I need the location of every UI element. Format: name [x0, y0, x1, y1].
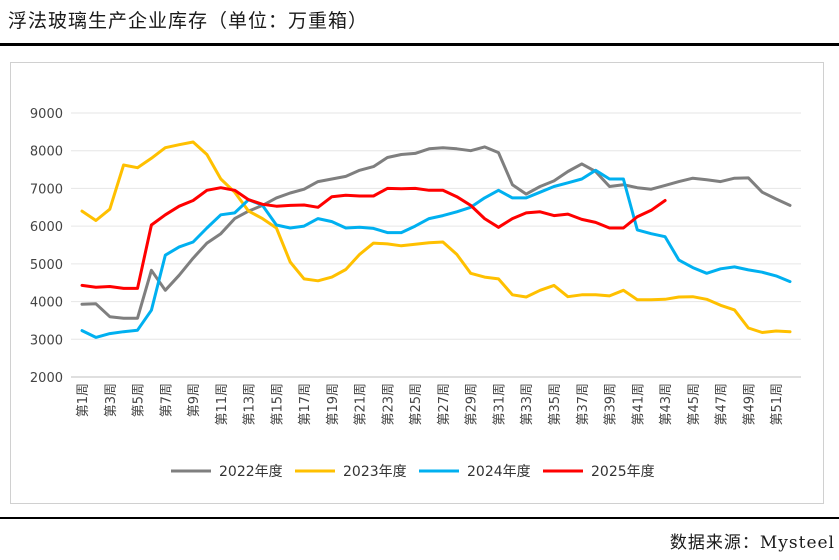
legend-label: 2022年度 — [219, 464, 283, 480]
bottom-divider — [0, 517, 839, 519]
y-axis-ticks: 2000 3000 4000 5000 6000 7000 8000 9000 — [30, 107, 63, 386]
x-tick-label: 第39周 — [604, 383, 619, 426]
y-tick-label: 2000 — [30, 371, 63, 386]
series-line-2022年度 — [80, 145, 792, 320]
x-tick-label: 第7周 — [159, 383, 174, 417]
x-tick-label: 第9周 — [187, 383, 202, 417]
x-tick-label: 第13周 — [243, 383, 258, 426]
legend: 2022年度 2023年度 2024年度 2025年度 — [171, 464, 655, 480]
x-tick-label: 第51周 — [770, 383, 785, 426]
y-tick-label: 7000 — [30, 182, 63, 197]
x-tick-label: 第21周 — [354, 383, 369, 426]
series-line-2025年度 — [80, 186, 667, 290]
series-line-2023年度 — [80, 140, 792, 334]
chart-title: 浮法玻璃生产企业库存（单位：万重箱） — [8, 10, 369, 32]
x-tick-label: 第45周 — [687, 383, 702, 426]
x-tick-label: 第5周 — [132, 383, 147, 417]
x-tick-label: 第1周 — [76, 383, 91, 417]
y-tick-label: 9000 — [30, 107, 63, 122]
chart-frame: 2000 3000 4000 5000 6000 7000 8000 9000 第1周 第3周第… — [10, 62, 824, 504]
line-chart: 20003000400050006000700080009000 第1周 第3周第… — [30, 107, 801, 480]
x-tick-label: 第35周 — [548, 383, 563, 426]
x-tick-label: 第31周 — [492, 383, 507, 426]
x-tick-label: 第23周 — [381, 383, 396, 426]
y-tick-label: 5000 — [30, 258, 63, 273]
source-note: 数据来源：Mysteel — [669, 533, 835, 553]
x-tick-label: 第33周 — [520, 383, 535, 426]
y-tick-label: 6000 — [30, 220, 63, 235]
x-tick-label: 第17周 — [298, 383, 313, 426]
x-tick-label: 第27周 — [437, 383, 452, 426]
x-tick-label: 第49周 — [742, 383, 757, 426]
legend-label: 2025年度 — [591, 464, 655, 480]
x-tick-label: 第37周 — [576, 383, 591, 426]
legend-label: 2023年度 — [343, 464, 407, 480]
legend-label: 2024年度 — [467, 464, 531, 480]
x-tick-label: 第3周 — [104, 383, 119, 417]
y-tick-label: 4000 — [30, 296, 63, 311]
x-tick-label: 第25周 — [409, 383, 424, 426]
x-tick-label: 第15周 — [270, 383, 285, 426]
x-tick-label: 第47周 — [715, 383, 730, 426]
series-line-2024年度 — [80, 168, 792, 339]
y-tick-label: 8000 — [30, 145, 63, 160]
x-tick-label: 第29周 — [465, 383, 480, 426]
y-tick-label: 3000 — [30, 333, 63, 348]
series-lines — [80, 140, 792, 339]
gridlines — [71, 112, 801, 378]
top-divider — [0, 43, 839, 46]
x-tick-label: 第41周 — [631, 383, 646, 426]
x-tick-label: 第19周 — [326, 383, 341, 426]
x-axis-ticks: 第1周 第3周 第5周 第7周 第9周 第11周 第13周 第15周 第17周 第19周 第21周第… — [76, 383, 785, 426]
x-tick-label: 第11周 — [215, 383, 230, 426]
x-tick-label: 第43周 — [659, 383, 674, 426]
